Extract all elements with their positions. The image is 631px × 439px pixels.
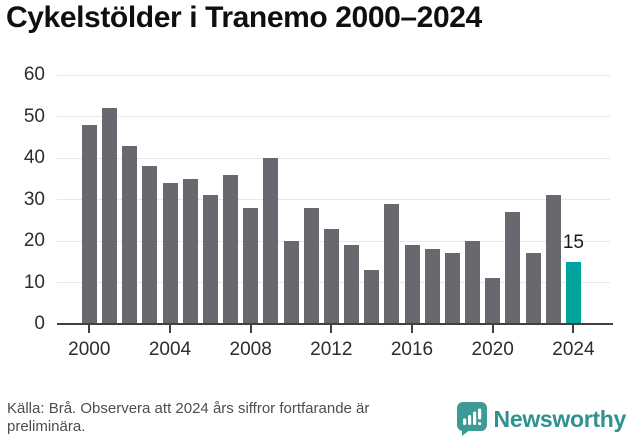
bar-2000 [81, 124, 97, 324]
bar-2011 [303, 207, 319, 324]
bar-2005 [182, 178, 198, 325]
x-axis-tick-2012 [330, 325, 333, 333]
gridline-30 [57, 199, 610, 200]
bar-2021 [505, 211, 521, 324]
x-axis-label-2016: 2016 [390, 339, 434, 360]
x-axis-tick-2020 [491, 325, 494, 333]
x-axis-tick-2008 [249, 325, 252, 333]
x-axis-label-2012: 2012 [310, 339, 353, 360]
source-note-line1: Källa: Brå. Observera att 2024 års siffr… [7, 400, 370, 417]
x-axis-label-2000: 2000 [68, 339, 111, 360]
value-label-2024: 15 [562, 232, 584, 253]
x-axis-tick-2016 [411, 325, 413, 333]
bar-2023 [545, 195, 561, 324]
bar-2009 [263, 158, 279, 324]
x-axis-label-2024: 2024 [552, 339, 595, 360]
bar-2016 [404, 245, 420, 324]
y-axis-label-30: 30 [23, 188, 45, 210]
x-axis-label-2020: 2020 [471, 339, 514, 360]
x-axis-label-2004: 2004 [148, 339, 192, 360]
bar-2001 [102, 108, 117, 324]
bar-2013 [344, 245, 359, 324]
y-axis-label-10: 10 [23, 271, 45, 293]
x-axis-tick-2024 [572, 325, 575, 333]
newsworthy-logo: Newsworthy [456, 402, 627, 436]
x-axis-tick-2004 [169, 325, 171, 333]
bar-2014 [364, 270, 380, 325]
newsworthy-logo-text: Newsworthy [493, 405, 627, 432]
gridline-50 [57, 116, 610, 117]
source-note: Källa: Brå. Observera att 2024 års siffr… [7, 400, 369, 435]
bar-2017 [424, 249, 440, 324]
bar-2019 [465, 241, 480, 324]
chart-title: Cykelstölder i Tranemo 2000–2024 [6, 1, 482, 34]
x-axis-line [57, 322, 613, 326]
x-axis-label-2008: 2008 [229, 339, 272, 360]
bar-2006 [202, 195, 218, 324]
newsworthy-speech-bubble-bar-chart-icon [456, 402, 487, 436]
bar-2015 [384, 203, 400, 324]
bar-2008 [243, 207, 259, 324]
bar-2020 [485, 278, 501, 325]
bar-2018 [444, 253, 460, 324]
source-note-line2: preliminära. [7, 417, 86, 435]
bar-2003 [142, 166, 158, 324]
y-axis-label-40: 40 [23, 147, 45, 168]
bar-2010 [283, 241, 299, 324]
y-axis-label-0: 0 [34, 313, 45, 334]
bar-2002 [122, 145, 138, 324]
y-axis-label-60: 60 [23, 64, 45, 85]
bar-2022 [525, 253, 541, 324]
y-axis-label-50: 50 [23, 105, 45, 127]
gridline-40 [57, 157, 610, 159]
y-axis-label-20: 20 [23, 230, 45, 251]
bar-2004 [162, 182, 178, 324]
bar-2012 [323, 228, 339, 325]
gridline-60 [57, 74, 610, 76]
chart-area: 0 10 20 30 40 50 60 2000 2004 2008 2012 2016 2020 202… [23, 64, 613, 360]
bar-2007 [223, 174, 238, 324]
bar-2024 [565, 261, 581, 325]
x-axis-tick-2000 [88, 325, 91, 333]
